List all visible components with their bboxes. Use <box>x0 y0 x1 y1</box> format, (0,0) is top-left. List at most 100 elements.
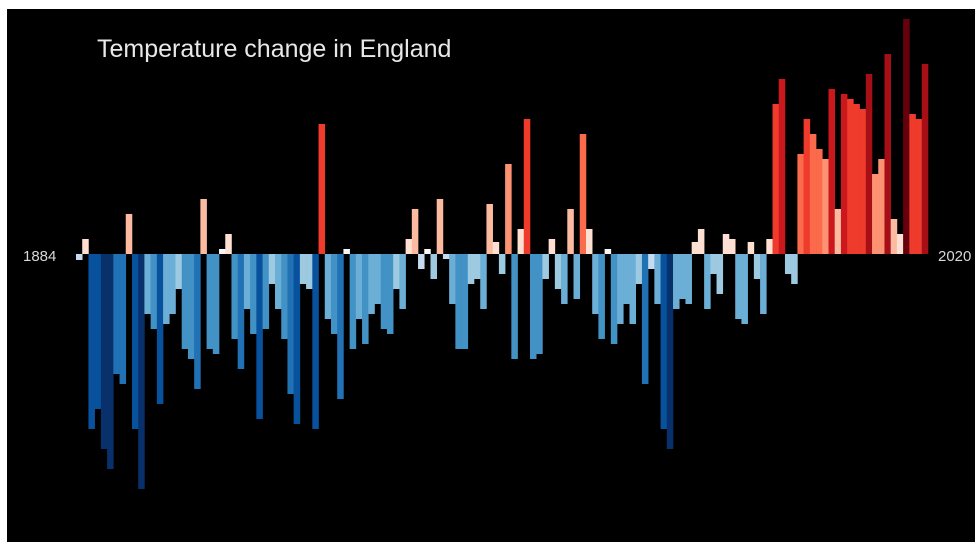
bar-1957 <box>529 254 537 359</box>
bar-1950 <box>486 204 493 254</box>
bar-1961 <box>554 254 562 289</box>
bar-2003 <box>816 149 823 254</box>
bar-1951 <box>492 242 500 254</box>
bar-2009 <box>853 104 860 254</box>
bar-1920 <box>299 254 307 284</box>
bar-1912 <box>250 254 257 334</box>
bar-1987 <box>716 254 724 294</box>
bar-1903 <box>194 254 201 389</box>
bar-1934 <box>386 254 394 334</box>
bar-1891 <box>119 254 127 384</box>
bar-2017 <box>903 19 910 254</box>
bar-1885 <box>82 239 89 254</box>
bar-1930 <box>362 254 369 344</box>
bar-2020 <box>921 64 929 254</box>
bar-1887 <box>94 254 102 409</box>
bar-1985 <box>704 254 711 309</box>
bar-2014 <box>884 54 891 254</box>
chart-frame: Temperature change in England 1884 2020 <box>7 9 975 542</box>
bar-2007 <box>840 94 848 254</box>
bar-1972 <box>623 254 630 304</box>
bar-1976 <box>648 254 655 269</box>
bar-1947 <box>467 254 475 284</box>
bar-1893 <box>131 254 139 429</box>
bar-1888 <box>100 254 108 449</box>
bar-2013 <box>878 159 885 254</box>
bar-1905 <box>206 254 214 349</box>
bar-1910 <box>237 254 245 369</box>
bar-1986 <box>710 254 717 274</box>
warming-stripes-bar-chart: Temperature change in England 1884 2020 <box>23 19 971 489</box>
bar-1929 <box>355 254 363 319</box>
bar-1933 <box>380 254 388 329</box>
bar-1916 <box>275 254 282 309</box>
bar-1964 <box>573 254 581 299</box>
bar-1977 <box>654 254 661 304</box>
bar-1902 <box>187 254 195 359</box>
bar-1894 <box>138 254 145 489</box>
bar-1941 <box>430 254 437 279</box>
bar-1981 <box>679 254 686 299</box>
bar-1942 <box>436 199 444 254</box>
bar-1937 <box>405 239 413 254</box>
bar-1999 <box>791 254 798 284</box>
bar-1962 <box>561 254 568 304</box>
bar-1924 <box>324 254 332 319</box>
bar-1940 <box>424 249 431 254</box>
bar-1983 <box>691 242 699 254</box>
bar-1884 <box>76 254 83 260</box>
bar-1890 <box>113 254 120 374</box>
bar-1996 <box>772 104 780 254</box>
bars-group <box>76 19 929 489</box>
bar-1919 <box>293 254 301 424</box>
bar-1915 <box>268 254 276 284</box>
bar-1928 <box>349 254 357 349</box>
bar-1963 <box>567 209 574 254</box>
bar-1914 <box>262 254 270 329</box>
bar-1993 <box>753 254 761 279</box>
bar-1948 <box>474 254 481 279</box>
bar-1946 <box>461 254 469 349</box>
bar-1911 <box>243 254 251 309</box>
bar-1982 <box>685 254 692 304</box>
bar-1944 <box>449 254 456 304</box>
bar-1938 <box>411 209 419 254</box>
bar-1900 <box>175 254 183 289</box>
bar-1909 <box>231 254 238 339</box>
bar-1906 <box>212 254 220 354</box>
bar-1973 <box>629 254 637 324</box>
bar-2011 <box>865 74 873 254</box>
bar-1979 <box>666 254 674 449</box>
bar-1892 <box>125 214 133 254</box>
bar-1899 <box>169 254 176 314</box>
bar-2019 <box>915 119 923 254</box>
bar-1889 <box>107 254 114 469</box>
bar-1971 <box>617 254 624 324</box>
bar-1959 <box>542 254 549 279</box>
bar-1969 <box>604 249 612 254</box>
bar-1980 <box>673 254 680 309</box>
bar-1992 <box>747 242 755 254</box>
bar-1988 <box>722 234 730 254</box>
bar-1921 <box>306 254 313 289</box>
bar-1904 <box>200 199 207 254</box>
bar-1955 <box>517 229 525 254</box>
bar-1896 <box>150 254 158 329</box>
bar-1949 <box>480 254 487 309</box>
bar-1958 <box>536 254 543 354</box>
bar-1975 <box>641 254 649 384</box>
bar-1990 <box>735 254 742 319</box>
bar-1935 <box>393 254 400 289</box>
bar-2000 <box>797 154 804 254</box>
bar-1913 <box>256 254 263 419</box>
bar-1989 <box>728 239 736 254</box>
bar-1967 <box>592 254 599 314</box>
bar-1974 <box>635 254 643 284</box>
bar-1965 <box>579 134 587 254</box>
bar-2015 <box>890 219 898 254</box>
bar-1923 <box>318 124 326 254</box>
bar-1943 <box>442 254 450 259</box>
bar-1908 <box>225 234 232 254</box>
bar-1956 <box>523 119 531 254</box>
bar-1960 <box>548 239 556 254</box>
